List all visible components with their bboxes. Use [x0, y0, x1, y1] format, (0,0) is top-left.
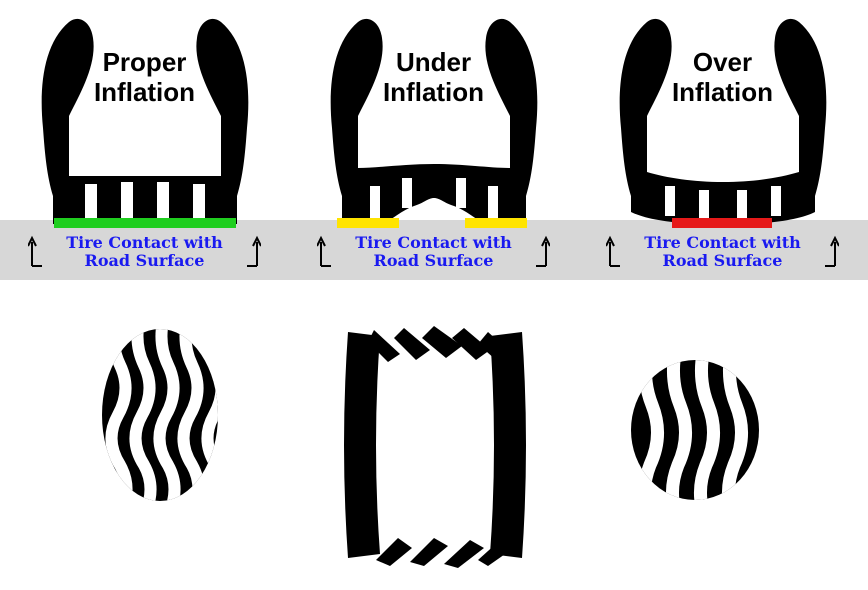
- title-proper: Proper Inflation: [0, 48, 289, 108]
- footprint-proper: [90, 320, 230, 510]
- contact-label-proper: Tire Contact with Road Surface: [0, 234, 289, 271]
- panel-proper-inflation: Proper Inflation Tire Contact with Road …: [0, 0, 289, 280]
- panel-under-inflation: Under Inflation Tire Contact with Road S…: [289, 0, 578, 280]
- contact-bar-under-right: [465, 218, 527, 228]
- title-over: Over Inflation: [578, 48, 867, 108]
- tire-cross-section-under: [314, 8, 554, 228]
- panel-over-inflation: Over Inflation Tire Contact with Road Su…: [578, 0, 867, 280]
- tire-cross-section-over: [603, 8, 843, 228]
- contact-label-under: Tire Contact with Road Surface: [289, 234, 578, 271]
- contact-bar-under-left: [337, 218, 399, 228]
- footprint-over: [620, 350, 770, 510]
- tire-cross-section-proper: [25, 8, 265, 228]
- footprint-under: [330, 320, 540, 570]
- contact-bar-proper: [54, 218, 236, 228]
- contact-label-over: Tire Contact with Road Surface: [578, 234, 867, 271]
- tire-footprints: [0, 280, 868, 590]
- tire-cross-sections: Proper Inflation Tire Contact with Road …: [0, 0, 868, 280]
- title-under: Under Inflation: [289, 48, 578, 108]
- contact-bar-over: [672, 218, 772, 228]
